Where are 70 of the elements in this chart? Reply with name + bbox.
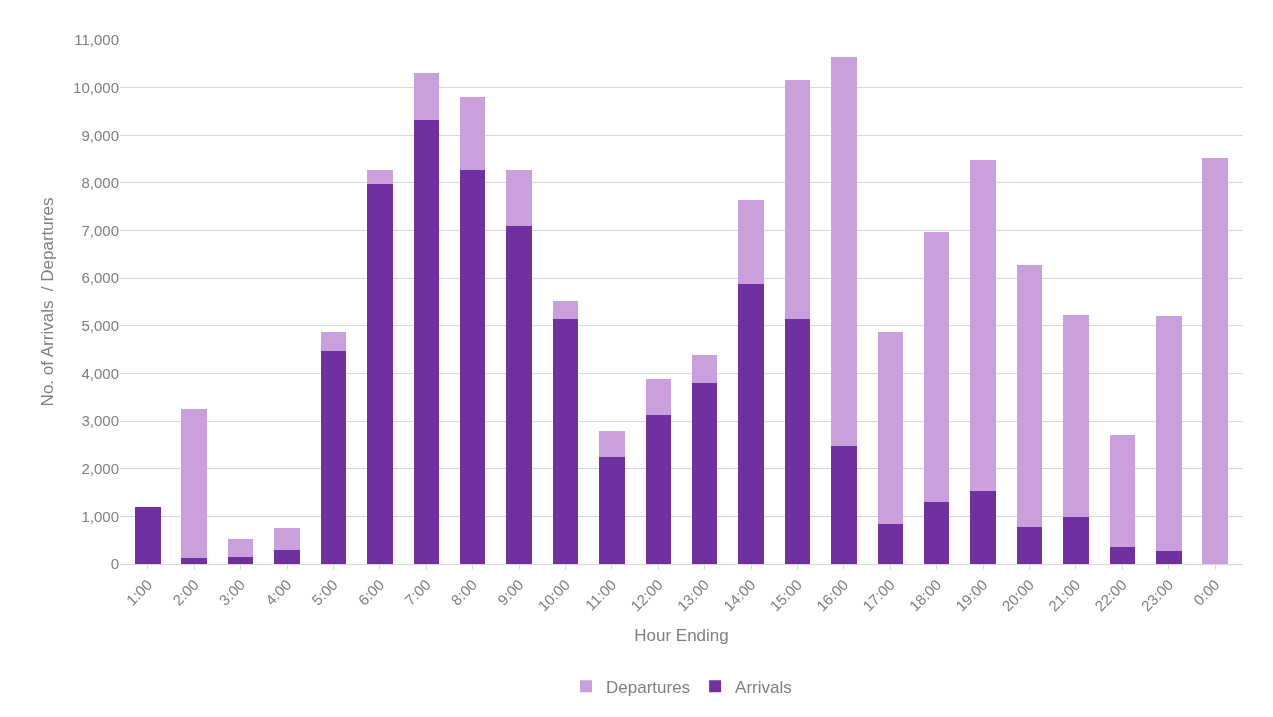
bar bbox=[645, 415, 672, 564]
legend-label: Arrivals bbox=[735, 677, 792, 697]
bar bbox=[1202, 157, 1228, 564]
bar bbox=[181, 409, 208, 558]
bar bbox=[599, 456, 625, 564]
bar bbox=[459, 97, 486, 170]
bar bbox=[1109, 546, 1136, 564]
bar bbox=[691, 355, 718, 383]
x-tick-label: 0:00 bbox=[1189, 575, 1223, 609]
y-tick-label: 5,000 bbox=[81, 317, 119, 335]
bar bbox=[1016, 527, 1043, 564]
bar bbox=[1155, 551, 1182, 564]
bar bbox=[923, 502, 950, 564]
bar bbox=[413, 120, 440, 564]
bar bbox=[227, 556, 254, 564]
y-tick-label: 10,000 bbox=[73, 78, 119, 96]
legend-label: Departures bbox=[606, 677, 691, 697]
y-tick-label: 9,000 bbox=[81, 126, 119, 144]
bar bbox=[923, 231, 950, 503]
bar bbox=[367, 169, 393, 184]
bar bbox=[970, 160, 996, 492]
bar bbox=[1063, 314, 1089, 518]
bar bbox=[599, 430, 625, 457]
bar bbox=[691, 382, 718, 564]
y-tick-label: 6,000 bbox=[81, 269, 119, 287]
bar bbox=[552, 318, 579, 564]
y-tick-label: 3,000 bbox=[81, 412, 119, 430]
bar bbox=[1063, 517, 1089, 564]
bar bbox=[367, 183, 393, 564]
bar bbox=[181, 557, 208, 564]
bar bbox=[506, 169, 532, 226]
x-tick-label: 9:00 bbox=[493, 575, 527, 609]
y-tick-label: 4,000 bbox=[81, 364, 119, 382]
bar bbox=[738, 283, 764, 564]
bar bbox=[413, 73, 440, 121]
bar bbox=[135, 506, 161, 564]
x-tick-label: 7:00 bbox=[401, 575, 434, 609]
bar bbox=[459, 169, 486, 564]
y-tick-label: 8,000 bbox=[81, 174, 119, 192]
bar bbox=[831, 56, 857, 446]
bar bbox=[274, 527, 300, 550]
bar bbox=[320, 331, 347, 351]
x-tick-label: 4:00 bbox=[261, 575, 295, 609]
bar bbox=[506, 225, 532, 564]
x-tick-label: 3:00 bbox=[215, 575, 249, 609]
y-tick-label: 2,000 bbox=[81, 459, 119, 477]
bar bbox=[784, 318, 811, 564]
bar bbox=[645, 379, 672, 416]
bar bbox=[274, 549, 300, 564]
bar bbox=[1155, 316, 1182, 552]
bar bbox=[738, 199, 764, 284]
y-tick-label: 11,000 bbox=[74, 31, 119, 49]
y-tick-label: 7,000 bbox=[81, 221, 119, 239]
bar bbox=[831, 445, 857, 564]
bar bbox=[784, 80, 811, 319]
y-axis-title: No. of Arrivals / Departures bbox=[37, 197, 57, 407]
bar bbox=[552, 301, 579, 319]
y-tick-label: 1,000 bbox=[81, 507, 119, 525]
bar bbox=[877, 331, 904, 524]
x-tick-label: 8:00 bbox=[447, 575, 481, 609]
y-tick-label: 0 bbox=[110, 555, 119, 573]
bar bbox=[1016, 264, 1043, 528]
x-tick-label: 6:00 bbox=[354, 575, 388, 609]
x-axis-title: Hour Ending bbox=[634, 625, 729, 645]
bar bbox=[877, 523, 904, 564]
bar bbox=[970, 491, 996, 564]
x-tick-label: 5:00 bbox=[308, 575, 341, 609]
bar bbox=[1109, 435, 1136, 547]
bar bbox=[320, 350, 347, 564]
bar bbox=[227, 539, 254, 557]
